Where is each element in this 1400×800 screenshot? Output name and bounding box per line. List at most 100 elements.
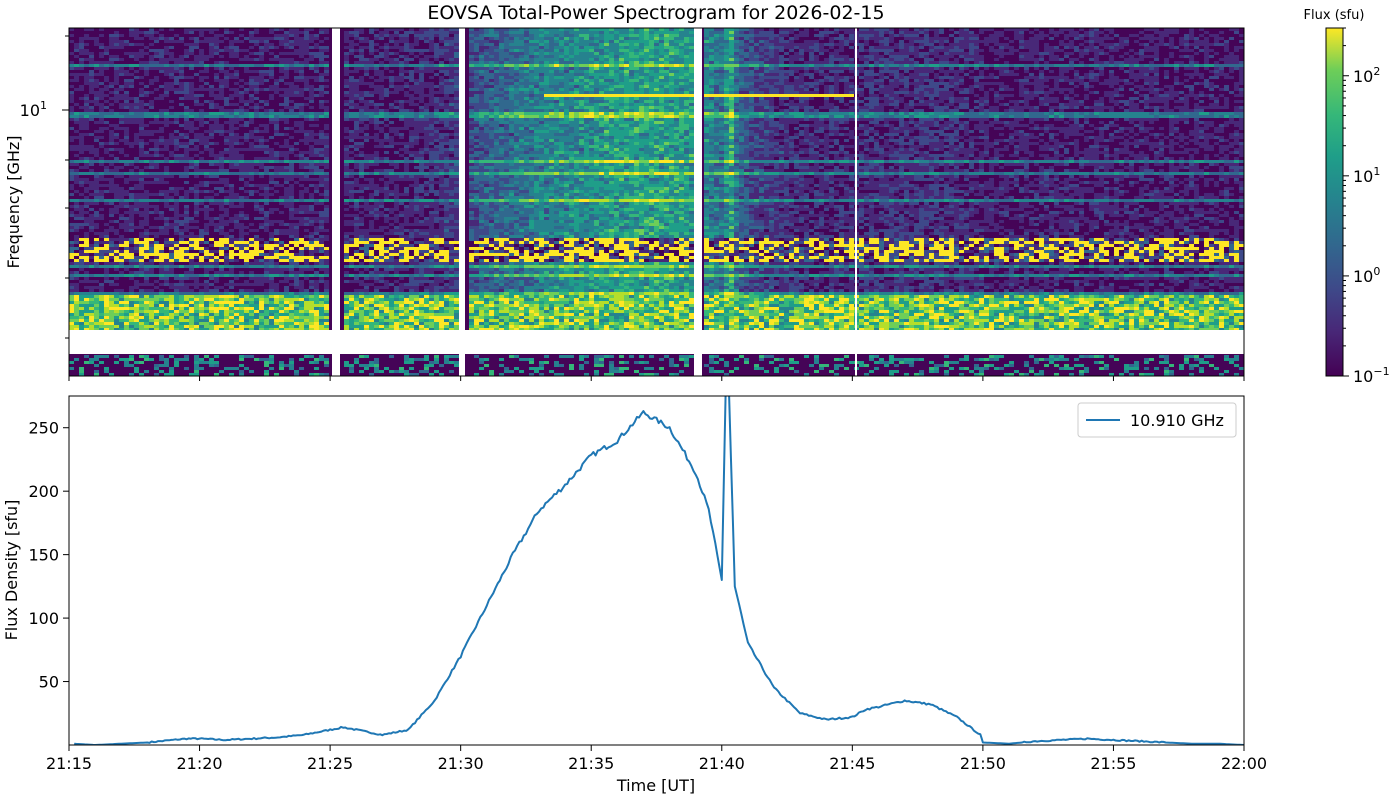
spectrogram-cell [499,70,504,73]
spectrogram-cell [619,43,624,46]
spectrogram-cell [394,40,399,43]
spectrogram-cell [304,52,309,55]
spectrogram-cell [579,34,584,37]
spectrogram-cell [89,58,94,61]
spectrogram-cell [569,109,574,112]
spectrogram-cell [589,106,594,109]
spectrogram-cell [484,100,489,103]
spectrogram-cell [879,28,884,31]
spectrogram-cell [484,43,489,46]
spectrogram-cell [79,58,84,61]
spectrogram-cell [619,103,624,106]
spectrogram-cell [124,106,129,109]
spectrogram-cell [314,76,319,79]
spectrogram-cell [864,76,869,79]
spectrogram-cell [624,109,629,112]
spectrogram-cell [439,112,444,115]
spectrogram-cell [209,91,214,94]
spectrogram-cell [1109,109,1114,112]
spectrogram-cell [389,37,394,40]
spectrogram-cell [824,94,829,97]
spectrogram-cell [1069,46,1074,49]
spectrogram-cell [89,28,94,31]
spectrogram-cell [79,37,84,40]
spectrogram-cell [929,52,934,55]
spectrogram-cell [129,31,134,34]
spectrogram-cell [814,64,819,67]
spectrogram-cell [99,88,104,91]
spectrogram-cell [509,64,514,67]
spectrogram-cell [894,106,899,109]
spectrogram-cell [939,88,944,91]
spectrogram-cell [689,88,694,91]
spectrogram-cell [879,106,884,109]
spectrogram-cell [904,31,909,34]
spectrogram-cell [1129,88,1134,91]
spectrogram-cell [354,64,359,67]
spectrogram-cell [1004,28,1009,31]
spectrogram-cell [114,34,119,37]
spectrogram-cell [689,49,694,52]
spectrogram-cell [679,37,684,40]
spectrogram-cell [1219,94,1224,97]
spectrogram-cell [284,73,289,76]
spectrogram-cell [429,70,434,73]
spectrogram-cell [544,52,549,55]
spectrogram-cell [644,91,649,94]
spectrogram-cell [864,106,869,109]
spectrogram-cell [434,103,439,106]
spectrogram-cell [669,76,674,79]
spectrogram-cell [824,61,829,64]
spectrogram-cell [899,91,904,94]
spectrogram-cell [189,67,194,70]
spectrogram-cell [649,103,654,106]
spectrogram-cell [609,106,614,109]
spectrogram-cell [109,64,114,67]
spectrogram-cell [704,61,709,64]
spectrogram-cell [379,76,384,79]
spectrogram-cell [1184,73,1189,76]
spectrogram-cell [824,64,829,67]
spectrogram-cell [999,34,1004,37]
spectrogram-cell [529,76,534,79]
spectrogram-cell [739,46,744,49]
spectrogram-cell [869,46,874,49]
spectrogram-cell [644,58,649,61]
spectrogram-cell [449,88,454,91]
spectrogram-cell [469,82,474,85]
spectrogram-cell [664,61,669,64]
spectrogram-cell [979,112,984,115]
spectrogram-cell [594,100,599,103]
spectrogram-cell [524,40,529,43]
spectrogram-cell [134,34,139,37]
spectrogram-cell [1034,79,1039,82]
spectrogram-cell [1029,97,1034,100]
spectrogram-cell [724,28,729,31]
spectrogram-cell [924,88,929,91]
spectrogram-cell [984,37,989,40]
spectrogram-cell [599,55,604,58]
spectrogram-cell [639,52,644,55]
spectrogram-cell [1039,76,1044,79]
spectrogram-cell [249,88,254,91]
spectrogram-cell [1129,76,1134,79]
spectrogram-cell [529,49,534,52]
spectrogram-cell [964,52,969,55]
spectrogram-cell [939,82,944,85]
spectrogram-cell [79,115,84,118]
spectrogram-cell [419,100,424,103]
spectrogram-cell [1064,106,1069,109]
spectrogram-cell [534,58,539,61]
spectrogram-cell [1014,34,1019,37]
spectrogram-cell [579,94,584,97]
spectrogram-cell [1024,76,1029,79]
spectrogram-cell [744,82,749,85]
spectrogram-cell [814,109,819,112]
spectrogram-cell [869,82,874,85]
spectrogram-cell [784,73,789,76]
spectrogram-cell [649,46,654,49]
spectrogram-cell [589,100,594,103]
spectrogram-cell [674,94,679,97]
spectrogram-cell [794,94,799,97]
spectrogram-cell [689,31,694,34]
